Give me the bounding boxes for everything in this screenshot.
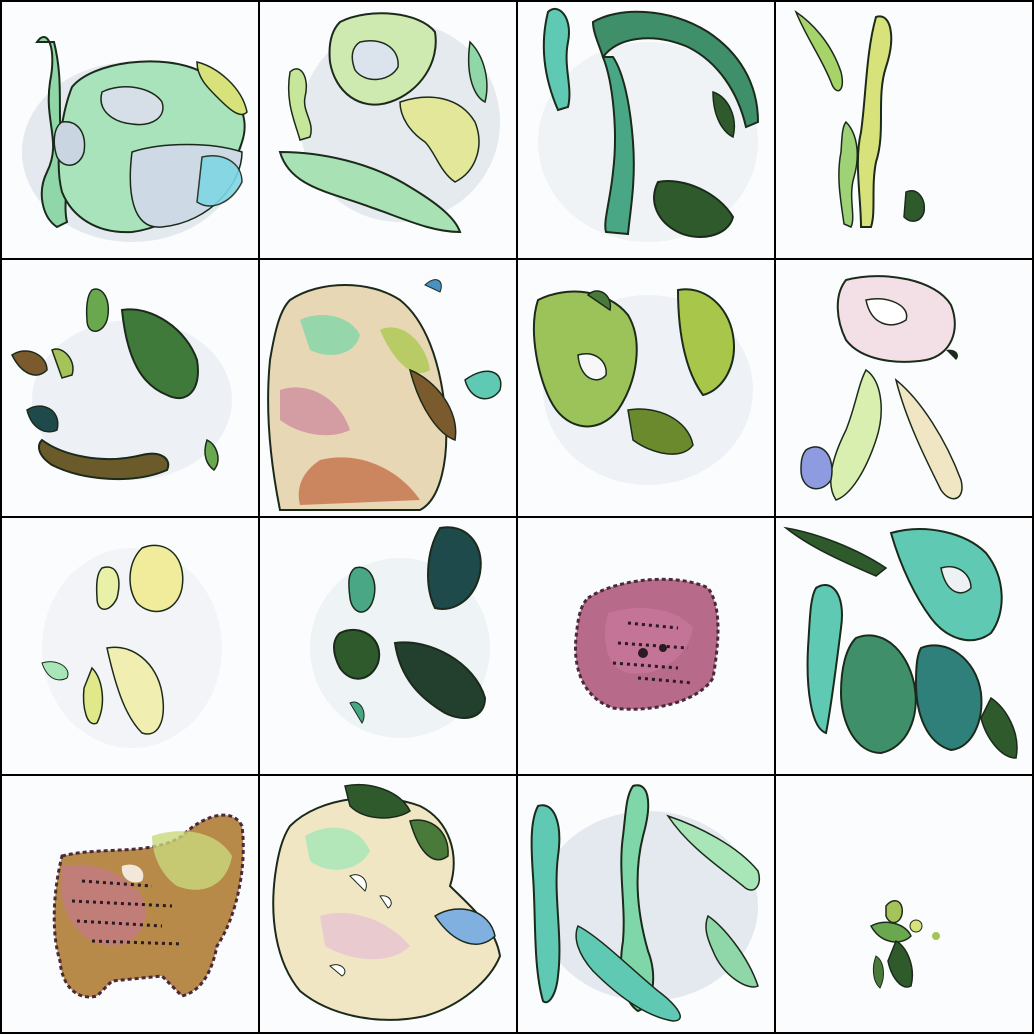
tile-11-image (573, 577, 720, 711)
tile-10 (260, 518, 516, 774)
tile-12-image (783, 526, 1018, 759)
tile-5 (2, 260, 258, 516)
tile-6 (260, 260, 516, 516)
tile-7 (518, 260, 774, 516)
tile-3 (518, 2, 774, 258)
tile-16 (776, 776, 1032, 1032)
tile-8 (776, 260, 1032, 516)
tile-3-image (538, 7, 760, 242)
tile-13 (2, 776, 258, 1032)
tile-1-image (22, 35, 248, 242)
tile-15 (518, 776, 774, 1032)
tile-15-image (530, 784, 760, 1022)
tile-6-image (267, 279, 502, 511)
tile-9 (2, 518, 258, 774)
tile-12 (776, 518, 1032, 774)
tile-4 (776, 2, 1032, 258)
tile-13-image (52, 813, 245, 999)
tile-8-image (800, 275, 963, 501)
tile-2-image (278, 12, 500, 234)
tile-4-image (794, 10, 925, 228)
tile-14 (260, 776, 516, 1032)
tile-7-image (532, 288, 753, 485)
tile-16-image (869, 899, 940, 989)
tile-1 (2, 2, 258, 258)
tile-14-image (272, 784, 502, 1021)
tile-10-image (310, 526, 490, 738)
tile-5-image (11, 288, 232, 481)
tile-11 (518, 518, 774, 774)
tile-9-image (41, 544, 222, 748)
tile-2 (260, 2, 516, 258)
